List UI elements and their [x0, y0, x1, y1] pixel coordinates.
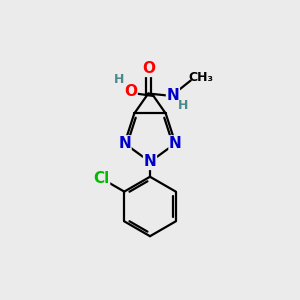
- Text: N: N: [169, 136, 182, 151]
- Text: O: O: [142, 61, 155, 76]
- Text: N: N: [144, 154, 156, 169]
- Text: N: N: [118, 136, 131, 151]
- Text: H: H: [113, 73, 124, 86]
- Text: CH₃: CH₃: [189, 71, 214, 84]
- Text: H: H: [178, 99, 188, 112]
- Text: N: N: [167, 88, 179, 103]
- Text: O: O: [124, 84, 137, 99]
- Text: Cl: Cl: [93, 171, 110, 186]
